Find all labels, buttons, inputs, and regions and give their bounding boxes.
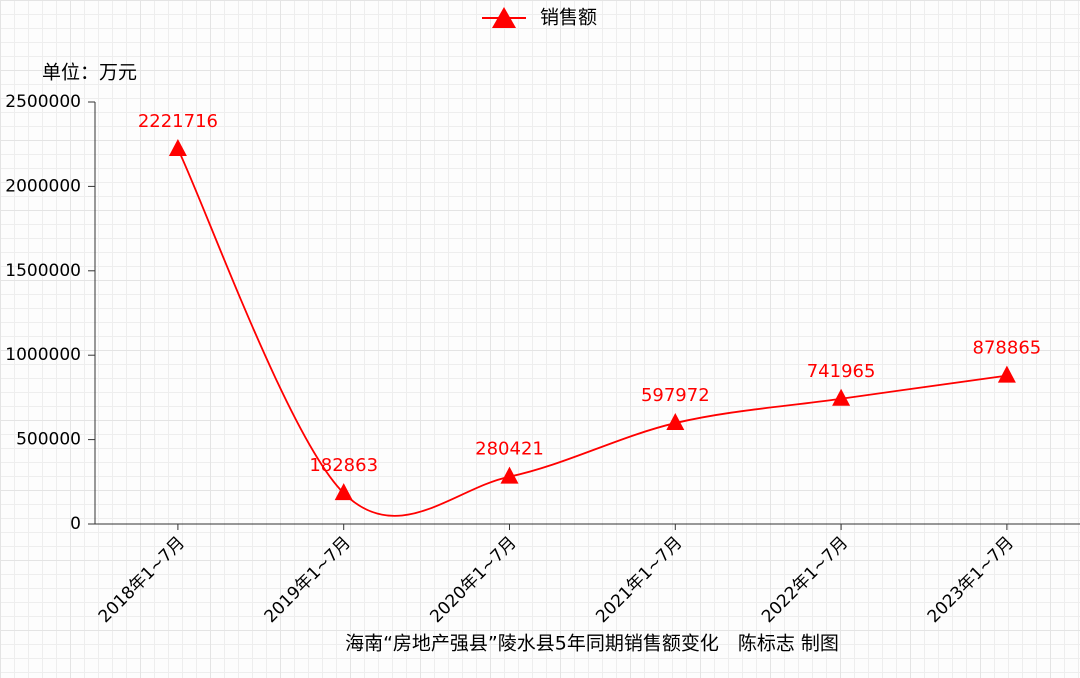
- legend-marker: [492, 7, 516, 28]
- y-tick-label: 1500000: [5, 261, 81, 281]
- point-marker: [168, 138, 187, 156]
- data-label: 2221716: [138, 111, 218, 132]
- legend: 销售额: [482, 7, 597, 29]
- y-tick-label: 1000000: [5, 345, 81, 365]
- x-tick-label: 2023年1~7月: [924, 533, 1018, 627]
- x-tick-label: 2019年1~7月: [261, 533, 355, 627]
- chart-caption: 海南“房地产强县”陵水县5年同期销售额变化 陈标志 制图: [345, 633, 839, 655]
- y-tick-label: 500000: [16, 430, 81, 450]
- data-label: 280421: [475, 439, 544, 460]
- x-tick-label: 2018年1~7月: [95, 533, 189, 627]
- x-tick-label: 2022年1~7月: [758, 533, 852, 627]
- y-tick-label: 2500000: [5, 92, 81, 112]
- point-marker: [997, 365, 1016, 383]
- point-marker: [500, 466, 519, 484]
- y-tick-label: 2000000: [5, 176, 81, 196]
- x-tick-label: 2020年1~7月: [426, 533, 520, 627]
- line: [177, 148, 1008, 517]
- point-marker: [666, 413, 685, 431]
- point-marker: [334, 483, 353, 501]
- data-label: 878865: [973, 338, 1042, 359]
- data-label: 741965: [807, 361, 876, 382]
- y-axis-unit: 单位：万元: [42, 62, 137, 84]
- data-label: 597972: [641, 385, 710, 406]
- point-marker: [832, 388, 851, 406]
- legend-label: 销售额: [540, 7, 597, 29]
- y-tick-label: 0: [70, 514, 81, 534]
- data-label: 182863: [309, 455, 378, 476]
- x-tick-label: 2021年1~7月: [592, 533, 686, 627]
